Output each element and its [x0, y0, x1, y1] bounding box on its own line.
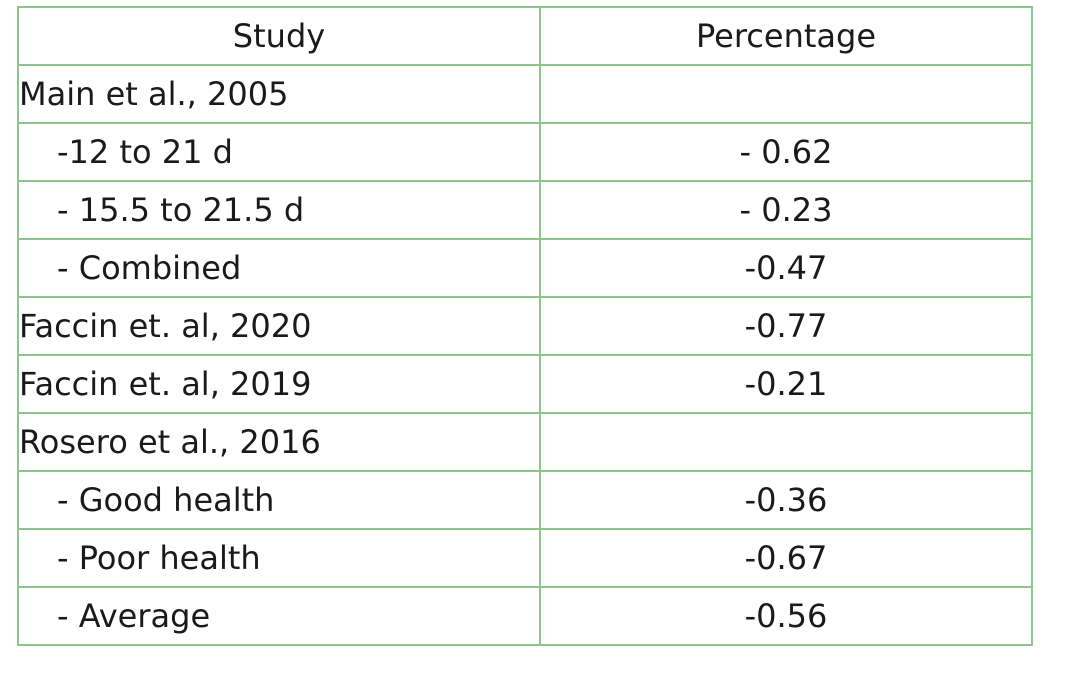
study-percentage-table: Study Percentage Main et al., 2005 -12 t…: [17, 6, 1033, 646]
percentage-cell: -0.21: [539, 354, 1033, 414]
table-header-row: Study Percentage: [17, 6, 1033, 66]
table-row: - Combined -0.47: [17, 238, 1033, 298]
table-row: -12 to 21 d - 0.62: [17, 122, 1033, 182]
table-row: - 15.5 to 21.5 d - 0.23: [17, 180, 1033, 240]
study-cell: Faccin et. al, 2020: [17, 296, 541, 356]
table-row: Faccin et. al, 2020 -0.77: [17, 296, 1033, 356]
percentage-cell: -0.47: [539, 238, 1033, 298]
study-cell: - 15.5 to 21.5 d: [17, 180, 541, 240]
percentage-cell: [539, 64, 1033, 124]
study-cell: - Combined: [17, 238, 541, 298]
study-cell: Faccin et. al, 2019: [17, 354, 541, 414]
study-cell: - Average: [17, 586, 541, 646]
study-cell: Main et al., 2005: [17, 64, 541, 124]
percentage-cell: -0.77: [539, 296, 1033, 356]
table-row: - Poor health -0.67: [17, 528, 1033, 588]
study-cell: -12 to 21 d: [17, 122, 541, 182]
study-cell: Rosero et al., 2016: [17, 412, 541, 472]
percentage-cell: -0.36: [539, 470, 1033, 530]
table-row: Rosero et al., 2016: [17, 412, 1033, 472]
table-row: - Average -0.56: [17, 586, 1033, 646]
header-percentage: Percentage: [539, 6, 1033, 66]
study-cell: - Poor health: [17, 528, 541, 588]
percentage-cell: -0.67: [539, 528, 1033, 588]
study-table-container: Study Percentage Main et al., 2005 -12 t…: [17, 6, 1033, 646]
table-row: - Good health -0.36: [17, 470, 1033, 530]
percentage-cell: - 0.23: [539, 180, 1033, 240]
percentage-cell: - 0.62: [539, 122, 1033, 182]
table-row: Main et al., 2005: [17, 64, 1033, 124]
percentage-cell: [539, 412, 1033, 472]
percentage-cell: -0.56: [539, 586, 1033, 646]
table-row: Faccin et. al, 2019 -0.21: [17, 354, 1033, 414]
header-study: Study: [17, 6, 541, 66]
study-cell: - Good health: [17, 470, 541, 530]
